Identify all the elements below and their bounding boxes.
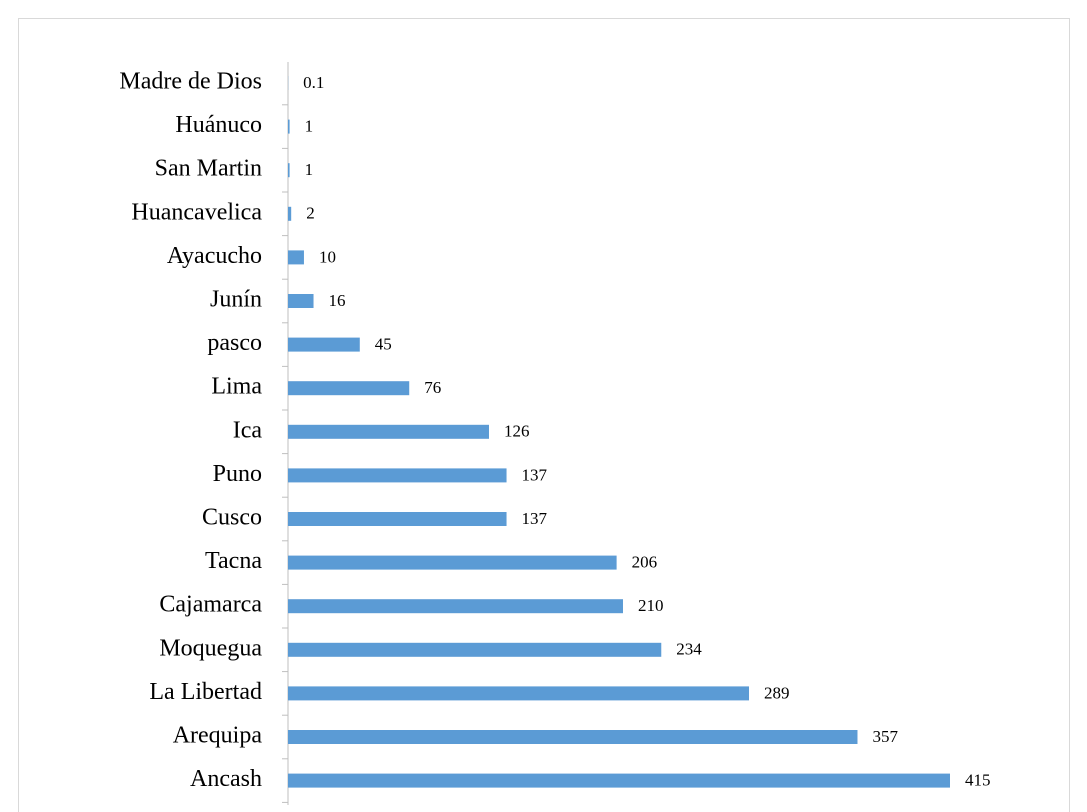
bar xyxy=(288,642,662,657)
data-label: 45 xyxy=(375,335,392,354)
category-label: Ayacucho xyxy=(167,243,262,269)
bar xyxy=(288,337,360,352)
bar xyxy=(288,119,290,134)
category-label: Ica xyxy=(233,417,263,443)
category-label: Lima xyxy=(211,374,262,400)
category-label: Huánuco xyxy=(175,112,262,138)
data-label: 16 xyxy=(329,291,346,310)
data-label: 2 xyxy=(306,204,315,223)
data-label: 137 xyxy=(522,465,548,484)
data-label: 137 xyxy=(522,509,548,528)
bar xyxy=(288,424,489,439)
bar xyxy=(288,730,858,744)
category-label: pasco xyxy=(207,330,262,356)
category-label: Arequipa xyxy=(173,723,263,749)
bar xyxy=(288,381,410,396)
chart-frame xyxy=(18,18,1070,812)
bar xyxy=(288,512,507,526)
bar xyxy=(288,294,314,308)
bar xyxy=(288,686,750,701)
category-label: Puno xyxy=(213,461,262,487)
data-label: 415 xyxy=(965,771,991,790)
category-label: Madre de Dios xyxy=(119,69,262,95)
category-label: La Libertad xyxy=(149,679,262,705)
bar xyxy=(288,773,950,788)
data-label: 210 xyxy=(638,596,664,615)
data-label: 0.1 xyxy=(303,73,324,92)
category-label: Moquegua xyxy=(159,635,262,661)
data-label: 289 xyxy=(764,683,790,702)
bar xyxy=(288,206,292,221)
data-label: 234 xyxy=(676,640,702,659)
category-label: Ancash xyxy=(190,766,262,792)
category-label: Huancavelica xyxy=(131,199,262,225)
data-label: 126 xyxy=(504,422,530,441)
category-label: San Martin xyxy=(155,156,262,182)
bar xyxy=(288,163,290,178)
category-label: Tacna xyxy=(205,548,262,574)
category-label: Junín xyxy=(210,287,262,313)
bar xyxy=(288,599,623,614)
bar xyxy=(288,555,617,570)
data-label: 206 xyxy=(632,553,658,572)
category-label: Cusco xyxy=(202,505,262,531)
data-label: 357 xyxy=(872,727,898,746)
data-label: 1 xyxy=(305,160,314,179)
bar xyxy=(288,250,304,265)
bar xyxy=(288,468,507,483)
data-label: 76 xyxy=(424,378,441,397)
category-label: Cajamarca xyxy=(159,592,262,618)
data-label: 10 xyxy=(319,247,336,266)
data-label: 1 xyxy=(305,117,314,136)
